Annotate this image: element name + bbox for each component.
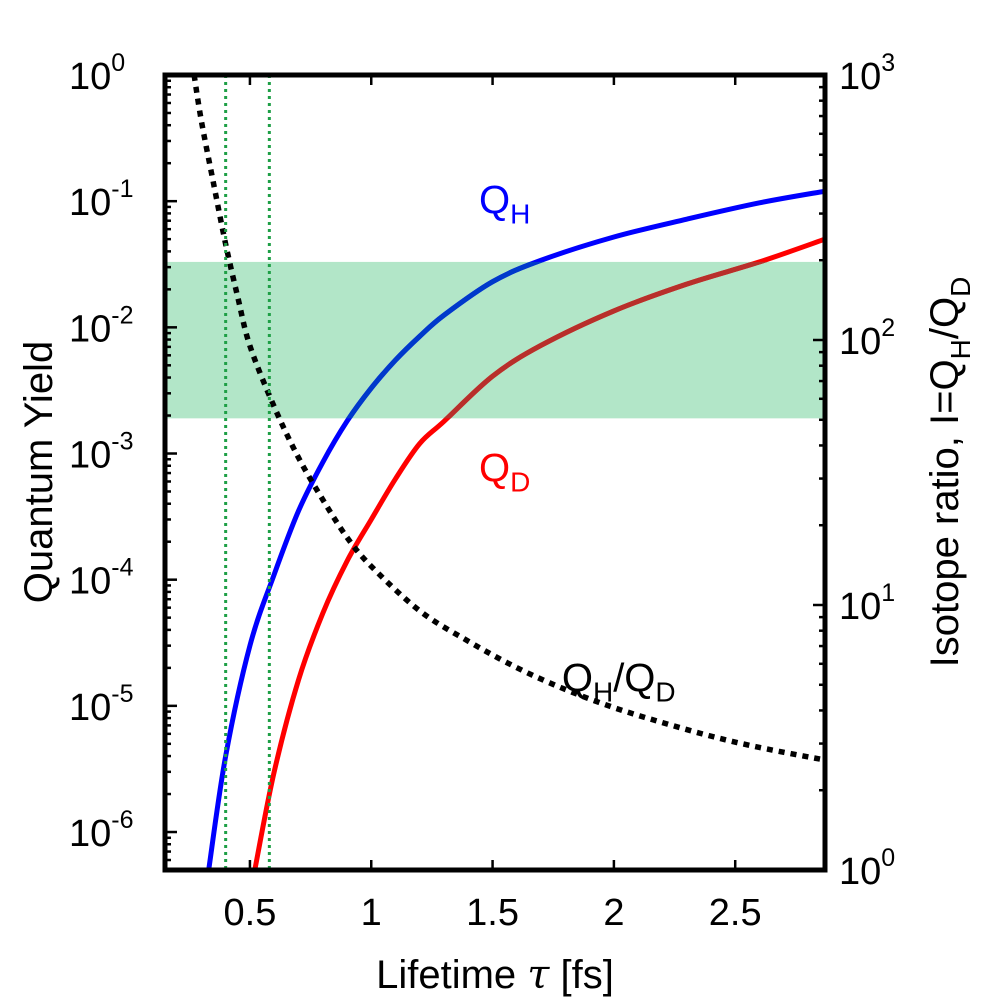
series-label-part: Q <box>562 656 593 700</box>
y-left-tick-base: 10 <box>69 561 111 603</box>
y-left-tick-label: 10-6 <box>69 806 134 855</box>
y-right-tick-exp: 3 <box>881 49 895 77</box>
y-left-tick-base: 10 <box>69 56 111 98</box>
series-label-part: /Q <box>613 656 655 700</box>
y-left-tick-exp: 0 <box>111 49 125 77</box>
x-tick-label: 1 <box>361 892 382 934</box>
y-right-axis-title: Isotope ratio, I=QH/QD <box>923 277 976 668</box>
y-left-tick-base: 10 <box>69 308 111 350</box>
y-right-tick-label: 101 <box>839 579 895 628</box>
series-label-sub: H <box>593 676 613 707</box>
y-right-tick-base: 10 <box>839 586 881 628</box>
y-right-tick-exp: 2 <box>881 314 895 342</box>
y-left-tick-base: 10 <box>69 687 111 729</box>
y-left-tick-label: 10-3 <box>69 428 134 477</box>
y-right-tick-base: 10 <box>839 851 881 893</box>
x-tick-label: 2.5 <box>709 892 762 934</box>
y-left-tick-base: 10 <box>69 182 111 224</box>
y-right-tick-exp: 0 <box>881 844 895 872</box>
tick-labels-layer: 0.5 1 1.5 2 2.510010-110-210-310-410-510-610… <box>69 49 895 934</box>
series-label-qh-qd: QH/QD <box>562 656 676 707</box>
y-left-tick-label: 10-2 <box>69 301 134 350</box>
series-label-sub: D <box>510 467 530 498</box>
shaded-band <box>165 261 825 419</box>
y-left-tick-exp: -2 <box>111 301 133 329</box>
series-layer <box>191 75 825 870</box>
x-tick-label: 1.5 <box>466 892 519 934</box>
y-right-tick-exp: 1 <box>881 579 895 607</box>
shaded-band-layer <box>165 261 825 419</box>
y-right-tick-base: 10 <box>839 56 881 98</box>
series-label-qh: QH <box>479 178 530 229</box>
y-right-tick-label: 103 <box>839 49 895 98</box>
y-left-tick-exp: -4 <box>111 554 133 582</box>
series-line-in-band-qd <box>443 261 768 419</box>
y-left-tick-exp: -1 <box>111 175 133 203</box>
y-left-tick-label: 10-1 <box>69 175 134 224</box>
vertical-lines-layer <box>224 75 271 870</box>
series-line-qh-qd <box>191 75 825 763</box>
y-left-tick-label: 10-5 <box>69 680 134 729</box>
ticks-layer <box>165 73 825 872</box>
series-label-sub: D <box>655 676 675 707</box>
series-label-main: Q <box>479 447 510 491</box>
y-left-tick-label: 100 <box>69 49 125 98</box>
y-right-tick-base: 10 <box>839 321 881 363</box>
y-left-tick-exp: -5 <box>111 680 133 708</box>
x-axis-title: Lifetime τ [fs] <box>376 952 614 997</box>
y-left-axis-title: Quantum Yield <box>17 341 61 603</box>
x-tick-label: 0.5 <box>224 892 277 934</box>
y-left-tick-label: 10-4 <box>69 554 134 603</box>
y-left-tick-exp: -3 <box>111 428 133 456</box>
y-right-tick-label: 102 <box>839 314 895 363</box>
series-line-in-band-qh <box>345 261 544 419</box>
series-label-sub: H <box>510 198 530 229</box>
x-tick-label: 2 <box>603 892 624 934</box>
series-label-main: Q <box>479 178 510 222</box>
y-left-tick-exp: -6 <box>111 806 133 834</box>
series-label-qd: QD <box>479 447 530 498</box>
y-left-tick-base: 10 <box>69 435 111 477</box>
y-right-tick-label: 100 <box>839 844 895 893</box>
y-left-tick-base: 10 <box>69 813 111 855</box>
